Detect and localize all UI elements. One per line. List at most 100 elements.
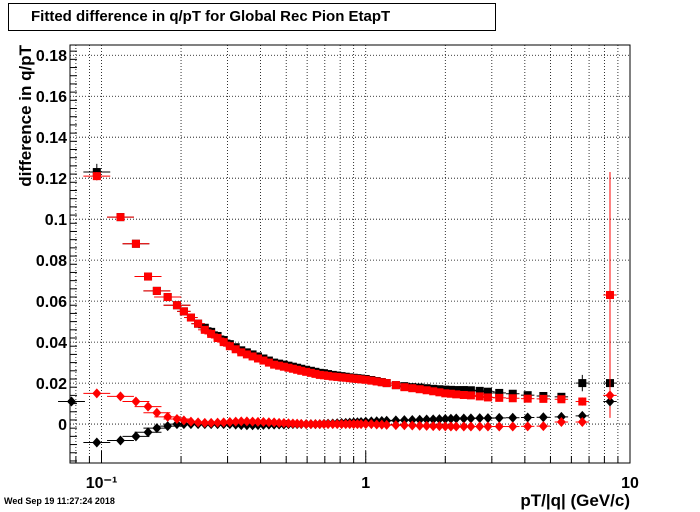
y-tick-label: 0.1	[45, 212, 67, 229]
data-point-square	[152, 286, 161, 295]
data-point-square	[306, 368, 315, 377]
data-point-square	[293, 365, 302, 374]
data-point-diamond	[508, 412, 518, 423]
data-point-diamond	[508, 421, 518, 432]
data-point-square	[391, 381, 400, 390]
data-point-square	[578, 397, 587, 406]
y-tick-label: 0.12	[36, 171, 67, 188]
data-point-diamond	[193, 417, 203, 428]
data-point-square	[302, 367, 311, 376]
data-point-diamond	[605, 396, 615, 407]
data-point-square	[429, 387, 438, 396]
data-point-diamond	[407, 420, 417, 431]
data-point-diamond	[172, 419, 182, 430]
data-point-diamond	[415, 420, 425, 431]
data-point-diamond	[475, 413, 485, 424]
data-point-diamond	[143, 427, 153, 438]
data-point-square	[288, 364, 297, 373]
data-point-square	[459, 386, 468, 395]
data-point-diamond	[483, 413, 493, 424]
data-point-diamond	[451, 421, 461, 432]
data-point-square	[539, 394, 548, 403]
data-point-square	[144, 272, 153, 281]
data-point-diamond	[605, 390, 615, 401]
data-point-square	[367, 376, 376, 385]
data-point-diamond	[143, 401, 153, 412]
data-point-square	[319, 371, 328, 380]
data-point-square	[605, 290, 614, 299]
data-point-square	[200, 325, 209, 334]
data-point-diamond	[163, 421, 173, 432]
data-point-square	[372, 377, 381, 386]
data-point-diamond	[179, 415, 189, 426]
timestamp: Wed Sep 19 11:27:24 2018	[4, 496, 115, 506]
data-point-diamond	[556, 411, 566, 422]
y-tick-label: 0.18	[36, 48, 67, 65]
data-point-square	[377, 378, 386, 387]
data-point-square	[483, 387, 492, 396]
data-point-diamond	[131, 431, 141, 442]
data-point-square	[163, 293, 172, 302]
data-point-diamond	[186, 416, 196, 427]
data-point-square	[466, 386, 475, 395]
data-point-square	[495, 393, 504, 402]
data-point-square	[207, 329, 216, 338]
y-tick-label: 0	[58, 417, 67, 434]
data-point-diamond	[407, 414, 417, 425]
data-point-diamond	[152, 407, 162, 418]
data-point-diamond	[92, 388, 102, 399]
data-point-diamond	[415, 414, 425, 425]
data-point-square	[475, 386, 484, 395]
data-point-diamond	[475, 421, 485, 432]
data-point-square	[194, 319, 203, 328]
data-point-square	[435, 388, 444, 397]
data-point-square	[264, 358, 273, 367]
data-point-square	[400, 383, 409, 392]
data-point-diamond	[152, 423, 162, 434]
data-point-diamond	[466, 421, 476, 432]
x-tick-label: 10	[621, 475, 639, 492]
data-point-square	[361, 375, 370, 384]
plot-frame	[69, 44, 631, 464]
data-point-diamond	[451, 413, 461, 424]
data-point-diamond	[494, 421, 504, 432]
data-point-diamond	[538, 421, 548, 432]
data-point-square	[408, 384, 417, 393]
data-point-square	[259, 356, 268, 365]
data-point-square	[324, 371, 333, 380]
data-point-diamond	[391, 420, 401, 431]
data-point-square	[523, 394, 532, 403]
data-point-diamond	[556, 417, 566, 428]
data-point-square	[297, 366, 306, 375]
data-point-square	[466, 391, 475, 400]
data-point-diamond	[399, 415, 409, 426]
data-point-diamond	[483, 421, 493, 432]
data-point-diamond	[577, 410, 587, 421]
y-tick-label: 0.16	[36, 89, 67, 106]
y-tick-label: 0.06	[36, 294, 67, 311]
data-point-square	[578, 379, 587, 388]
data-point-square	[186, 313, 195, 322]
data-point-square	[452, 386, 461, 395]
data-point-diamond	[172, 413, 182, 424]
y-tick-label: 0.14	[36, 130, 67, 147]
data-point-diamond	[382, 419, 392, 430]
data-point-square	[557, 395, 566, 404]
chart-title: Fitted difference in q/pT for Global Rec…	[8, 3, 496, 31]
data-point-square	[275, 361, 284, 370]
data-point-diamond	[92, 437, 102, 448]
data-point-diamond	[538, 412, 548, 423]
data-point-diamond	[67, 396, 77, 407]
data-point-diamond	[523, 412, 533, 423]
data-point-square	[279, 362, 288, 371]
data-point-square	[311, 369, 320, 378]
data-point-square	[459, 390, 468, 399]
data-point-diamond	[459, 413, 469, 424]
data-point-diamond	[459, 421, 469, 432]
data-point-square	[446, 389, 455, 398]
data-point-square	[475, 392, 484, 401]
x-axis-label: pT/|q| (GeV/c)	[520, 491, 630, 510]
y-axis-label: difference in q/pT	[16, 44, 35, 186]
x-tick-label: 10⁻¹	[86, 475, 118, 492]
